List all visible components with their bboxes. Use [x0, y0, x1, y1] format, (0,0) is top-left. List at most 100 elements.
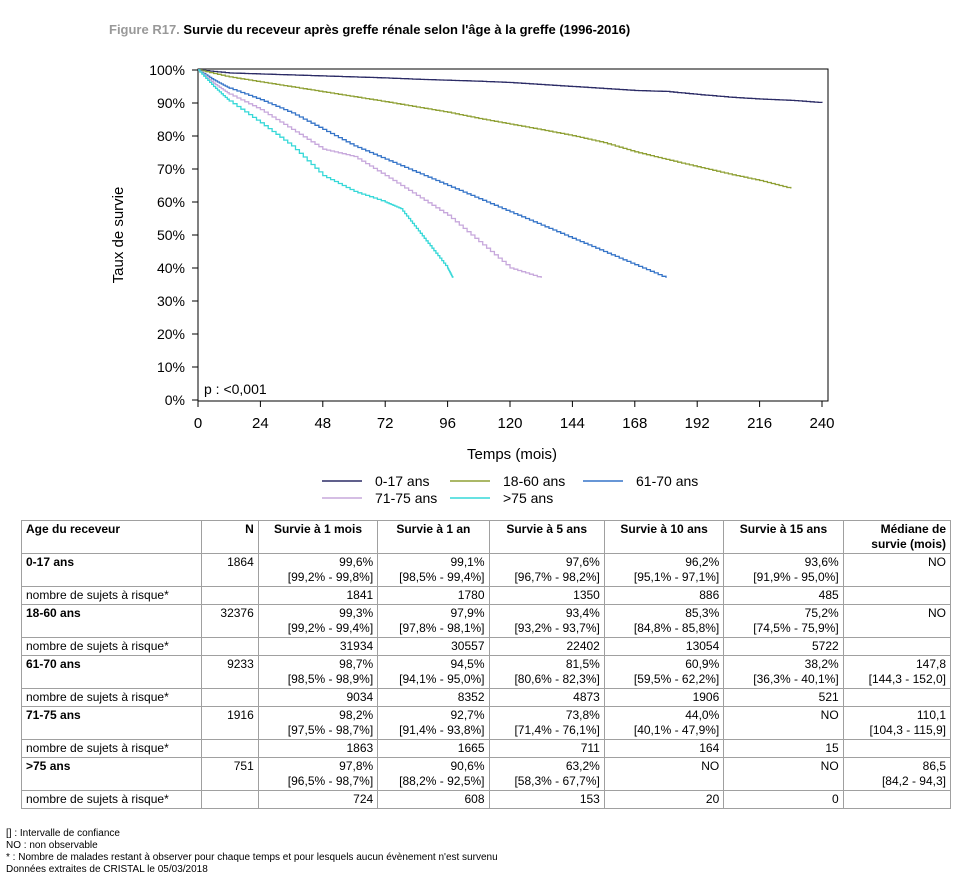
risk-count: 15 [723, 739, 844, 758]
age-group-cell: >75 ans [20, 757, 203, 791]
survival-percent: 97,8% [339, 759, 374, 773]
median-ci [848, 621, 946, 636]
risk-count: 724 [257, 790, 379, 809]
header-1-month: Survie à 1 mois [257, 520, 379, 554]
risk-count: 886 [603, 586, 725, 605]
series-line-1 [198, 69, 792, 189]
median-ci: [104,3 - 115,9] [869, 723, 947, 737]
y-tick-label: 50% [157, 227, 185, 243]
risk-row: nombre de sujets à risque* 9034 8352 4873 19… [20, 688, 952, 707]
risk-count: 4873 [488, 688, 605, 707]
risk-label: nombre de sujets à risque* [20, 688, 203, 707]
risk-count: 1350 [488, 586, 605, 605]
survival-percent: NO [701, 759, 720, 773]
empty-cell [201, 790, 259, 809]
survival-percent: NO [820, 708, 839, 722]
risk-row: nombre de sujets à risque* 1841 1780 1350 88… [20, 586, 952, 605]
axes: 0 24 48 72 96 120 144 168 192 216 240 0% 10% 20% 30% 40… [149, 62, 834, 432]
median-cell: 110,1 [104,3 - 115,9] [842, 706, 952, 740]
survival-cell: 99,1% [98,5% - 99,4%] [377, 553, 490, 587]
confidence-interval [728, 723, 838, 738]
y-tick-label: 60% [157, 194, 185, 210]
confidence-interval: [84,8% - 85,8%] [633, 621, 720, 635]
series-line-4 [198, 69, 454, 278]
risk-count: 1863 [257, 739, 379, 758]
risk-count: 1665 [377, 739, 490, 758]
y-tick-label: 90% [157, 95, 185, 111]
age-group-cell: 18-60 ans [20, 604, 203, 638]
table-row: 0-17 ans 1864 99,6% [99,2% - 99,8%] 99,1% [98… [20, 553, 952, 587]
risk-count: 0 [723, 790, 844, 809]
y-tick-label: 70% [157, 161, 185, 177]
survival-percent: 93,6% [804, 555, 839, 569]
y-axis-label: Taux de survie [110, 187, 127, 284]
survival-percent: 97,6% [565, 555, 600, 569]
confidence-interval [609, 774, 719, 789]
median-value: NO [928, 555, 946, 569]
survival-cell: 92,7% [91,4% - 93,8%] [377, 706, 490, 740]
risk-count: 8352 [377, 688, 490, 707]
confidence-interval: [97,5% - 98,7%] [287, 723, 374, 737]
confidence-interval: [93,2% - 93,7%] [514, 621, 600, 635]
series-line-0 [198, 69, 823, 104]
footnote: [] : Intervalle de confiance [6, 828, 120, 839]
survival-percent: 99,6% [339, 555, 374, 569]
survival-percent: 96,2% [685, 555, 720, 569]
risk-count: 31934 [257, 637, 379, 656]
confidence-interval: [59,5% - 62,2%] [633, 672, 720, 686]
median-cell: NO [842, 553, 952, 587]
confidence-interval: [36,3% - 40,1%] [753, 672, 839, 686]
survival-percent: 98,2% [339, 708, 374, 722]
survival-cell: 96,2% [95,1% - 97,1%] [603, 553, 725, 587]
survival-cell: 44,0% [40,1% - 47,9%] [603, 706, 725, 740]
median-value: NO [928, 606, 946, 620]
median-cell: 147,8 [144,3 - 152,0] [842, 655, 952, 689]
risk-row: nombre de sujets à risque* 31934 30557 2240… [20, 637, 952, 656]
x-tick-label: 24 [252, 415, 269, 432]
y-tick-label: 30% [157, 293, 185, 309]
survival-cell: NO [723, 757, 844, 791]
footnote: NO : non observable [6, 840, 98, 851]
x-axis-label: Temps (mois) [467, 446, 557, 463]
risk-label: nombre de sujets à risque* [20, 637, 203, 656]
age-group-cell: 0-17 ans [20, 553, 203, 587]
risk-count: 485 [723, 586, 844, 605]
risk-label: nombre de sujets à risque* [20, 739, 203, 758]
survival-cell: 93,6% [91,9% - 95,0%] [723, 553, 844, 587]
survival-cell: 63,2% [58,3% - 67,7%] [488, 757, 605, 791]
legend: 0-17 ans 18-60 ans 61-70 ans 71-75 ans >75 a… [322, 473, 698, 506]
risk-count: 153 [488, 790, 605, 809]
empty-cell [201, 586, 259, 605]
confidence-interval: [95,1% - 97,1%] [633, 570, 720, 584]
x-tick-label: 0 [194, 415, 202, 432]
legend-label: 71-75 ans [375, 490, 437, 506]
risk-count: 1906 [603, 688, 725, 707]
survival-cell: 99,6% [99,2% - 99,8%] [257, 553, 379, 587]
median-cell: 86,5 [84,2 - 94,3] [842, 757, 952, 791]
plot-frame [197, 68, 829, 402]
risk-count: 608 [377, 790, 490, 809]
table-row: 71-75 ans 1916 98,2% [97,5% - 98,7%] 92,7% [9… [20, 706, 952, 740]
survival-percent: NO [820, 759, 839, 773]
survival-percent: 90,6% [450, 759, 485, 773]
figure-title-text: Survie du receveur après greffe rénale s… [183, 22, 631, 37]
empty-cell [842, 637, 952, 656]
confidence-interval: [99,2% - 99,4%] [287, 621, 374, 635]
risk-count: 164 [603, 739, 725, 758]
n-cell: 32376 [201, 604, 259, 638]
x-tick-label: 48 [314, 415, 331, 432]
figure-number: Figure R17. [109, 22, 180, 37]
header-10-years: Survie à 10 ans [603, 520, 725, 554]
risk-label: nombre de sujets à risque* [20, 790, 203, 809]
risk-row: nombre de sujets à risque* 724 608 153 20 0 [20, 790, 952, 809]
median-value: 86,5 [922, 759, 946, 773]
risk-count: 1780 [377, 586, 490, 605]
survival-percent: 99,3% [339, 606, 374, 620]
survival-cell: 81,5% [80,6% - 82,3%] [488, 655, 605, 689]
confidence-interval: [74,5% - 75,9%] [753, 621, 839, 635]
empty-cell [201, 637, 259, 656]
empty-cell [201, 739, 259, 758]
footnote: Données extraites de CRISTAL le 05/03/20… [6, 864, 208, 875]
survival-table: Age du receveur N Survie à 1 mois Survie… [20, 520, 952, 809]
series-layer [198, 69, 823, 278]
